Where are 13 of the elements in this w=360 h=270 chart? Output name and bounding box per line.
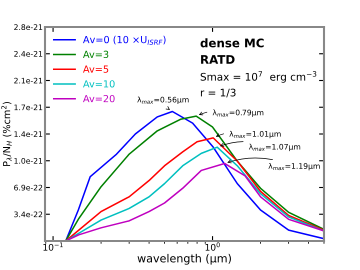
annotation: Smax = 10$^{7}$ erg cm$^{−3}$ xyxy=(200,71,316,83)
legend-label: Av=0 (10 ×U$_{ISRF}$) xyxy=(82,36,166,45)
legend-label: Av=20 xyxy=(82,94,115,102)
annotation: dense MC xyxy=(200,38,264,48)
x-tick-label: 10$^{0}$ xyxy=(206,242,220,251)
y-axis-title: P$_{λ}$/N$_{H}$ (%cm$^{2}$) xyxy=(1,102,12,166)
annotation: RATD xyxy=(201,55,235,64)
annotation: r = 1/3 xyxy=(200,88,236,98)
legend-label: Av=3 xyxy=(82,50,108,58)
legend-label: Av=5 xyxy=(82,66,108,73)
x-axis-title: wavelength (μm) xyxy=(138,254,231,265)
x-tick-label: 10$^{−1}$ xyxy=(43,242,63,251)
legend-label: Av=10 xyxy=(82,80,115,88)
